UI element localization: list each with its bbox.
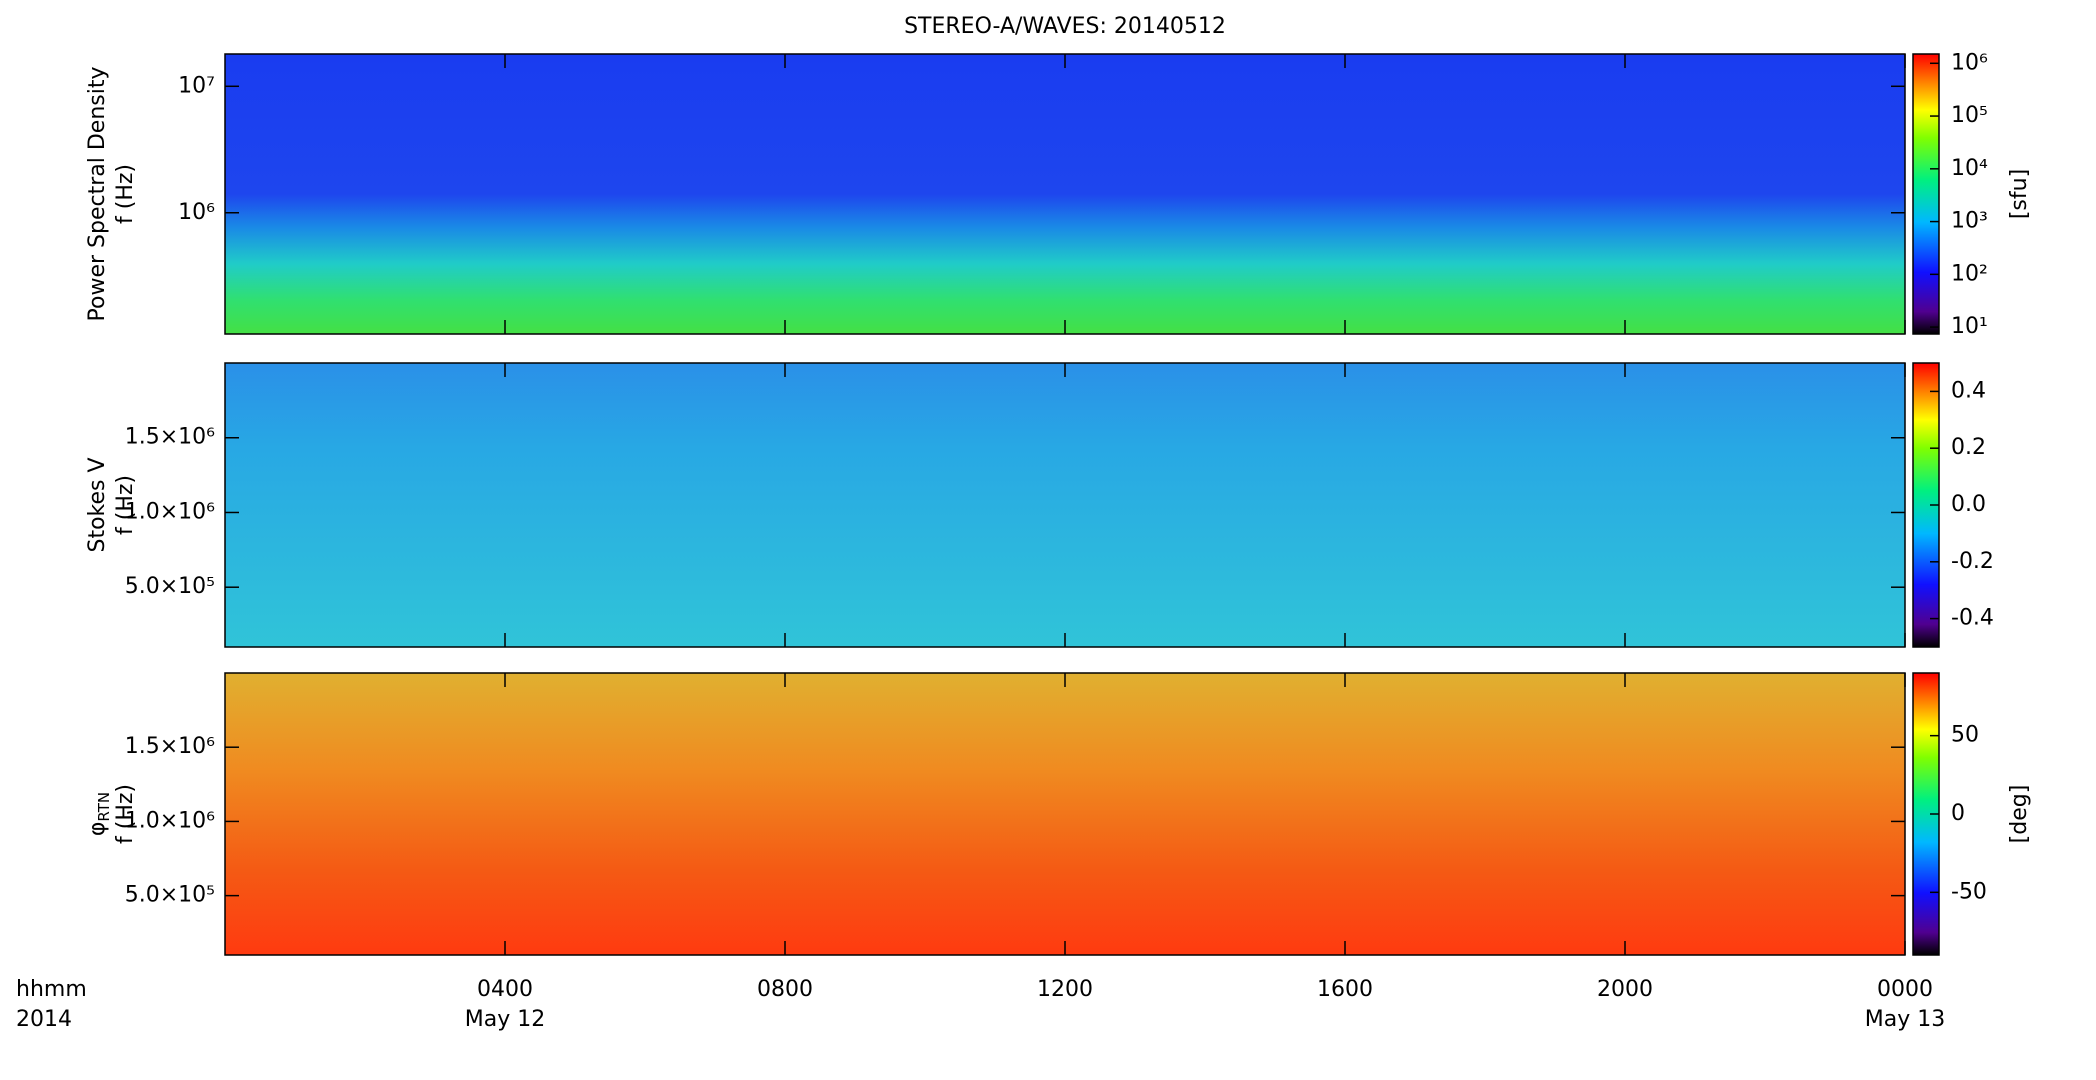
colorbar-tick-label: 10¹ <box>1951 314 1988 339</box>
x-axis-label: hhmm <box>16 977 87 1002</box>
y-axis-label: φRTN <box>85 792 113 836</box>
x-tick-label: 0800 <box>757 977 813 1002</box>
y-axis-label-main: Power Spectral Density <box>85 67 110 322</box>
colorbar-tick-label: 0.2 <box>1951 435 1986 460</box>
x-sublabel: May 13 <box>1865 1007 1945 1032</box>
colorbar-label: [sfu] <box>2007 169 2032 219</box>
y-tick-label: 1.0×10⁶ <box>125 808 215 833</box>
colorbar-tick-label: 0 <box>1951 801 1965 826</box>
spectrogram-image <box>225 363 1905 647</box>
colorbar-tick-label: 10³ <box>1951 209 1988 234</box>
x-sublabel: May 12 <box>465 1007 545 1032</box>
y-axis-label-2: f (Hz) <box>113 784 138 844</box>
colorbar-tick-label: -0.2 <box>1951 549 1994 574</box>
spectrogram-image <box>225 673 1905 955</box>
x-tick-label: 1200 <box>1037 977 1093 1002</box>
x-axis-label-2: 2014 <box>16 1007 72 1032</box>
y-tick-label: 1.0×10⁶ <box>125 499 215 524</box>
colorbar-tick-label: 10² <box>1951 261 1988 286</box>
y-axis-label: Stokes V <box>85 457 110 552</box>
colorbar-tick-label: 10⁵ <box>1951 103 1988 128</box>
y-tick-label: 10⁶ <box>178 200 215 225</box>
x-tick-label: 0400 <box>477 977 533 1002</box>
y-tick-label: 5.0×10⁵ <box>125 883 215 908</box>
chart-title: STEREO-A/WAVES: 20140512 <box>904 14 1226 39</box>
y-tick-label: 1.5×10⁶ <box>125 425 215 450</box>
colorbar-label: [deg] <box>2007 785 2032 844</box>
y-axis-label-main: φ <box>85 822 110 837</box>
colorbar-tick-label: -0.4 <box>1951 606 1994 631</box>
colorbar-tick-label: 0.0 <box>1951 492 1986 517</box>
spectrogram-image <box>225 54 1905 334</box>
x-tick-label: 1600 <box>1317 977 1373 1002</box>
y-axis-label-main: Stokes V <box>85 457 110 552</box>
colorbar-tick-label: 50 <box>1951 723 1979 748</box>
x-tick-label: 2000 <box>1597 977 1653 1002</box>
colorbar <box>1912 53 1940 335</box>
y-axis-label-2: f (Hz) <box>113 475 138 535</box>
y-tick-label: 10⁷ <box>178 73 215 98</box>
colorbar-tick-label: -50 <box>1951 879 1987 904</box>
colorbar-tick-label: 0.4 <box>1951 378 1986 403</box>
y-tick-label: 5.0×10⁵ <box>125 574 215 599</box>
y-axis-label-sub: RTN <box>95 792 113 822</box>
y-tick-label: 1.5×10⁶ <box>125 734 215 759</box>
y-axis-label: Power Spectral Density <box>85 67 110 322</box>
colorbar-tick-label: 10⁴ <box>1951 156 1988 181</box>
x-tick-label: 0000 <box>1877 977 1933 1002</box>
colorbar-tick-label: 10⁶ <box>1951 50 1988 75</box>
y-axis-label-2: f (Hz) <box>113 164 138 224</box>
